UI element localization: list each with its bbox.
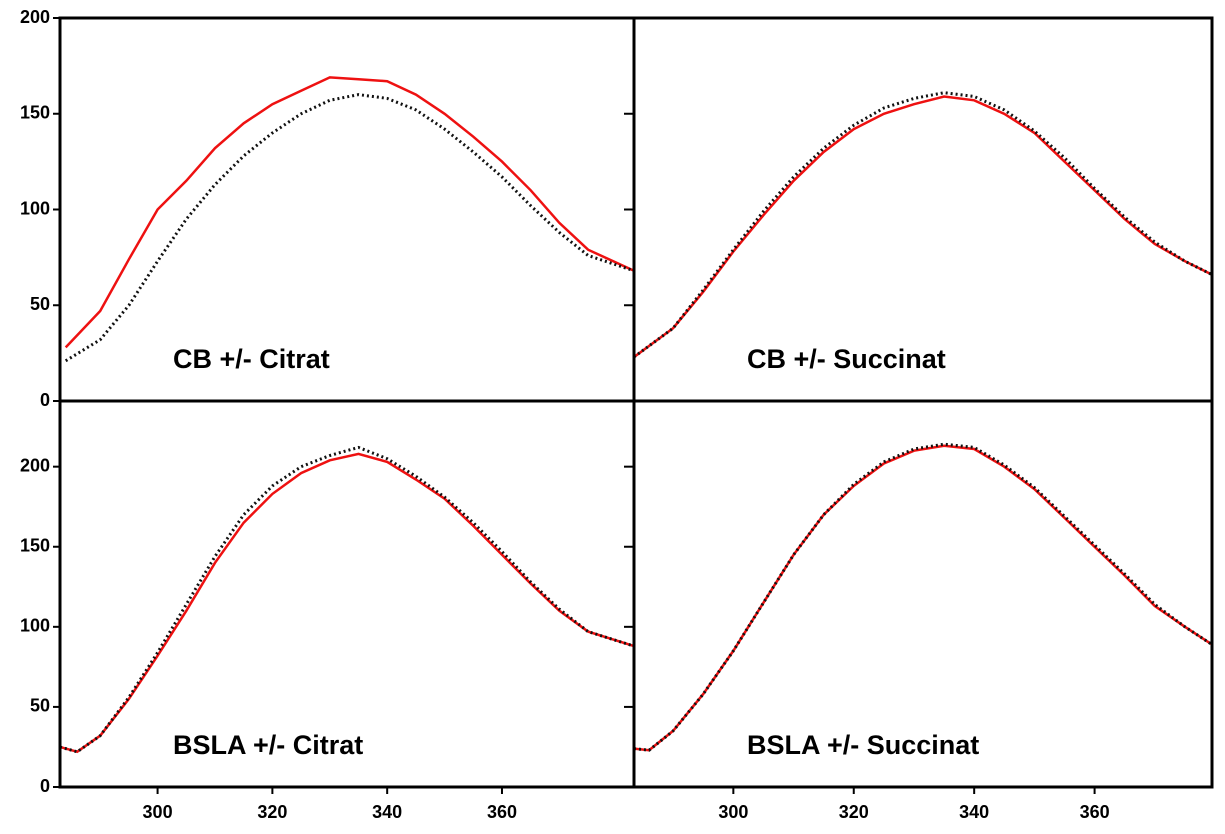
data-line xyxy=(60,452,634,754)
data-line xyxy=(64,93,634,363)
x-tick-label: 360 xyxy=(487,802,517,822)
annotation: CB +/- Citrat xyxy=(173,344,330,374)
x-tick-label: 320 xyxy=(839,802,869,822)
y-tick-label: 100 xyxy=(20,198,50,218)
y-tick-label: 50 xyxy=(30,696,50,716)
x-tick-label: 320 xyxy=(257,802,287,822)
y-tick-label: 200 xyxy=(20,455,50,475)
annotation: CB +/- Succinat xyxy=(747,344,946,374)
x-tick-label: 300 xyxy=(718,802,748,822)
y-tick-label: 150 xyxy=(20,536,50,556)
y-tick-label: 200 xyxy=(20,7,50,27)
x-tick-label: 360 xyxy=(1080,802,1110,822)
x-tick-label: 300 xyxy=(143,802,173,822)
panel-frame xyxy=(58,399,636,789)
x-tick-label: 340 xyxy=(372,802,402,822)
y-tick-label: 0 xyxy=(40,776,50,796)
y-tick-label: 50 xyxy=(30,294,50,314)
data-line xyxy=(64,76,634,349)
y-tick-label: 0 xyxy=(40,390,50,410)
data-line xyxy=(634,91,1212,359)
data-line xyxy=(634,444,1212,752)
annotation: BSLA +/- Succinat xyxy=(747,730,979,760)
panel-frame xyxy=(632,399,1214,789)
x-tick-label: 340 xyxy=(959,802,989,822)
data-line xyxy=(634,95,1212,359)
data-line xyxy=(634,442,1212,752)
data-line xyxy=(60,445,634,754)
y-tick-label: 100 xyxy=(20,616,50,636)
y-tick-label: 150 xyxy=(20,103,50,123)
annotation: BSLA +/- Citrat xyxy=(173,730,363,760)
